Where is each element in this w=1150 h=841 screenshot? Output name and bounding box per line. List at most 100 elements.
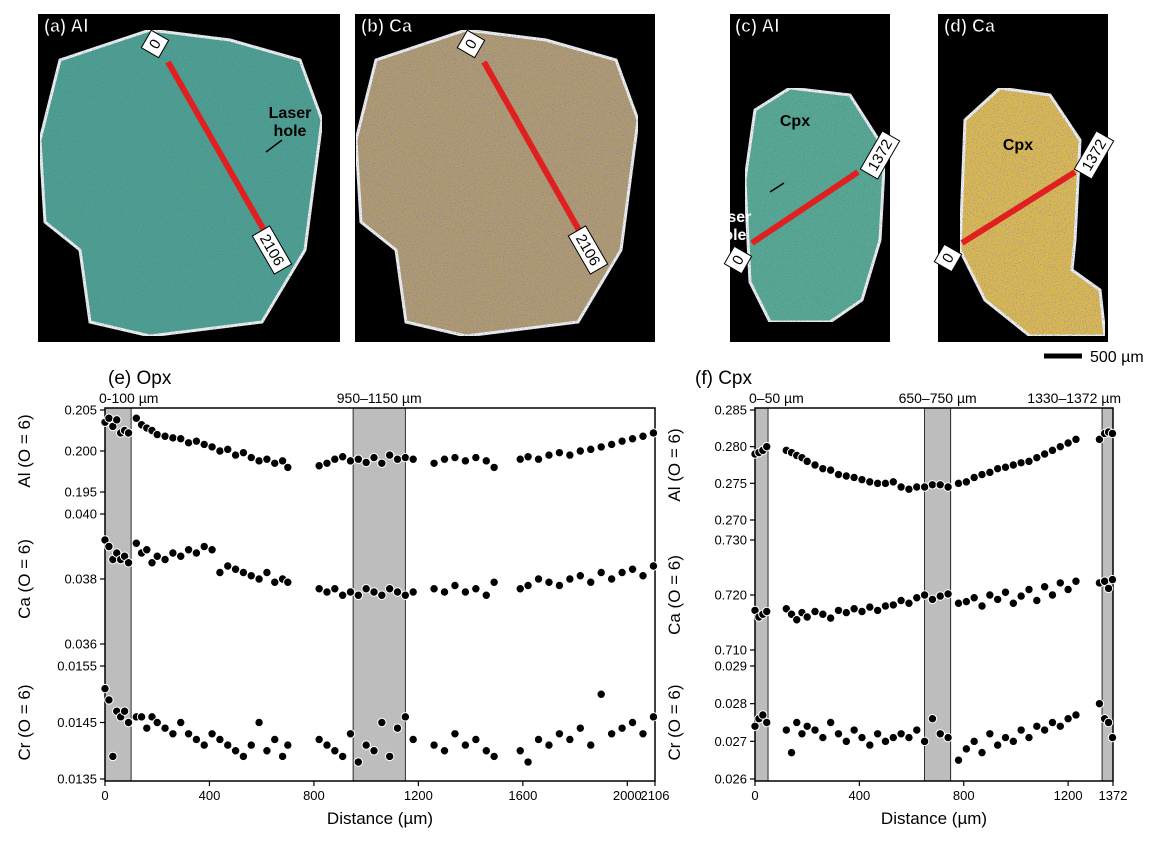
grain <box>38 28 324 338</box>
data-point <box>450 580 460 591</box>
data-point <box>246 740 256 750</box>
data-point <box>648 428 659 438</box>
data-point <box>1016 725 1026 735</box>
data-point <box>575 446 586 456</box>
data-point <box>1016 591 1026 601</box>
y-tick-label: 0.270 <box>714 513 747 528</box>
data-point <box>215 567 225 578</box>
data-point <box>985 590 995 600</box>
data-point <box>880 601 891 611</box>
data-point <box>142 723 152 733</box>
data-point <box>792 717 802 728</box>
y-axis-label: Al (O = 6) <box>665 428 684 501</box>
data-point <box>762 441 772 452</box>
y-tick-label: 0.720 <box>714 588 747 603</box>
data-point <box>872 605 883 616</box>
data-point <box>481 746 491 756</box>
data-point <box>935 729 945 739</box>
data-point <box>392 587 403 597</box>
data-point <box>384 584 395 594</box>
label-box <box>456 29 486 59</box>
note: hole <box>714 227 747 244</box>
x-tick-label: 800 <box>303 788 325 803</box>
data-point <box>223 740 233 750</box>
data-point <box>758 710 768 720</box>
map-label: (d) Ca <box>944 16 996 36</box>
data-point <box>1008 598 1019 608</box>
interval-label: 650–750 µm <box>899 390 977 406</box>
data-point <box>1039 582 1050 592</box>
data-point <box>750 721 760 731</box>
data-point <box>857 732 867 743</box>
data-point <box>207 729 217 739</box>
data-point <box>136 712 147 722</box>
data-point <box>841 736 852 747</box>
data-point <box>314 584 324 594</box>
data-point <box>1107 428 1118 439</box>
data-point <box>191 548 202 558</box>
data-point <box>792 615 802 625</box>
data-point <box>896 729 906 739</box>
data-point <box>439 746 450 756</box>
data-point <box>888 600 898 610</box>
data-point <box>238 751 249 762</box>
profile-line <box>481 60 583 234</box>
data-point <box>977 747 987 758</box>
data-point <box>160 431 170 441</box>
map-label: (b) Ca <box>361 16 413 36</box>
data-point <box>123 717 134 728</box>
data-point <box>400 590 411 600</box>
data-point <box>802 721 812 731</box>
data-point <box>254 456 264 466</box>
y-tick-label: 0.0135 <box>57 772 97 787</box>
data-point <box>977 601 987 611</box>
data-point <box>429 458 439 468</box>
data-point <box>849 725 859 735</box>
y-tick-label: 0.280 <box>714 439 747 454</box>
data-point <box>953 478 964 489</box>
data-point <box>880 478 891 489</box>
mineral-label: Cpx <box>1003 137 1033 154</box>
data-point <box>168 433 178 443</box>
data-point <box>638 571 648 581</box>
x-tick-label: 1200 <box>404 788 433 803</box>
interval-label: 0-100 µm <box>99 390 158 406</box>
data-point <box>841 607 852 618</box>
data-point <box>408 587 418 597</box>
data-point <box>1000 732 1011 743</box>
data-point <box>131 413 142 423</box>
data-point <box>648 712 659 722</box>
data-point <box>943 589 953 599</box>
data-point <box>400 712 411 722</box>
data-point <box>330 584 340 594</box>
label-box <box>251 225 293 275</box>
data-point <box>810 460 820 470</box>
data-point <box>977 469 987 480</box>
y-tick-label: 0.029 <box>714 659 747 674</box>
data-point <box>565 450 575 460</box>
data-point <box>1008 460 1019 470</box>
data-point <box>246 571 256 581</box>
data-point <box>460 456 471 466</box>
data-point <box>152 717 162 728</box>
data-point <box>857 606 867 617</box>
note: Laser <box>709 209 752 226</box>
data-point <box>238 567 249 578</box>
data-point <box>943 482 953 492</box>
data-point <box>314 734 324 745</box>
data-point <box>1063 714 1073 724</box>
data-point <box>207 545 217 555</box>
data-point <box>353 757 364 767</box>
profile-line <box>750 169 860 246</box>
data-point <box>119 706 130 716</box>
position-label: 1372 <box>859 130 901 180</box>
data-point <box>345 729 356 739</box>
data-point <box>638 729 648 739</box>
mineral-label: Opx <box>274 32 305 49</box>
note-arrow <box>769 182 785 193</box>
y-tick-label: 0.027 <box>714 734 747 749</box>
data-point <box>183 729 194 739</box>
data-point <box>429 584 439 594</box>
